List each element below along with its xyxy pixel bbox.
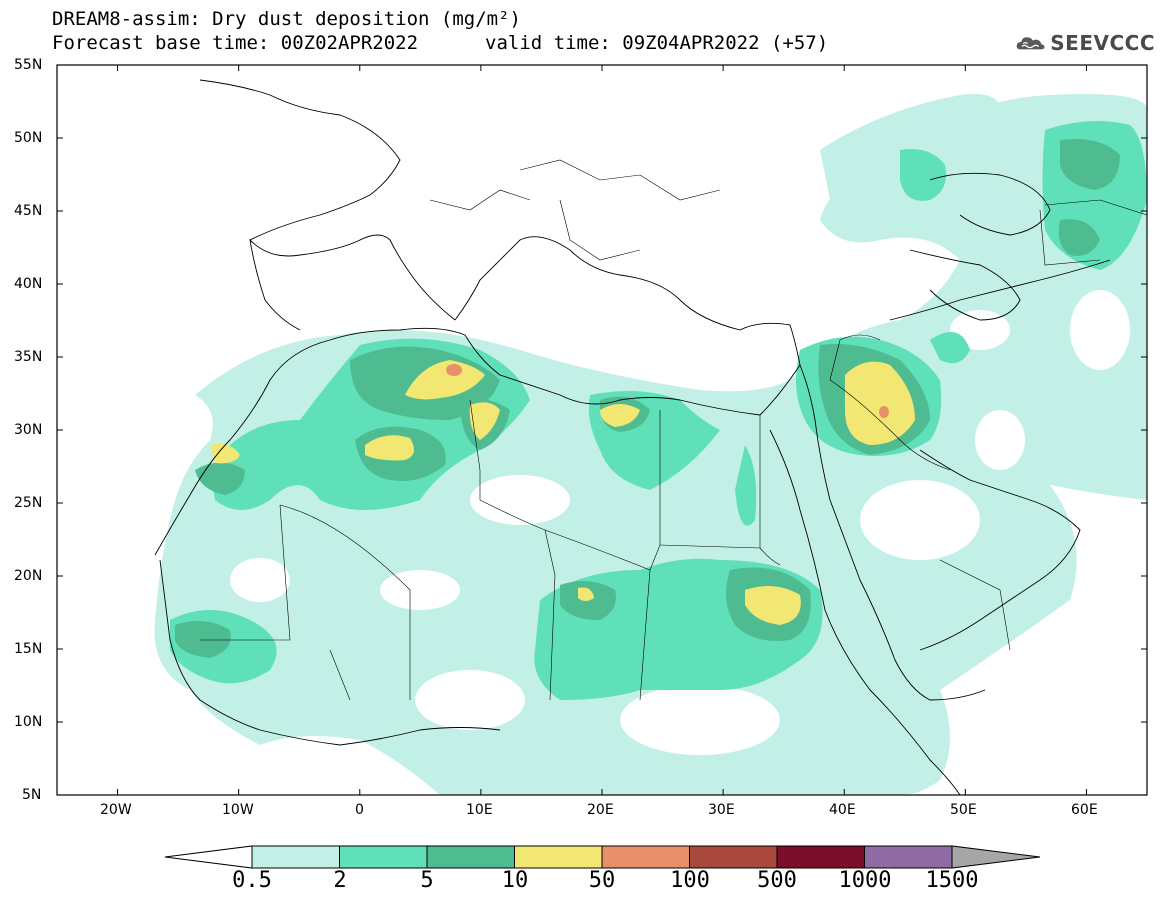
lat-tick-label: 20N <box>14 568 43 584</box>
map-title: DREAM8-assim: Dry dust deposition (mg/m²… <box>52 8 521 30</box>
colorbar-label: 0.5 <box>232 868 272 893</box>
colorbar-over-triangle <box>951 845 1041 869</box>
lat-tick-label: 45N <box>14 203 43 219</box>
colorbar-label: 1500 <box>925 868 979 893</box>
dust-gaps <box>230 290 1130 755</box>
lon-tick-label: 0 <box>355 802 364 818</box>
colorbar-label: 100 <box>670 868 710 893</box>
colorbar-segment <box>514 845 603 869</box>
lat-tick-label: 30N <box>14 422 43 438</box>
lon-tick-label: 20W <box>100 802 132 818</box>
colorbar-segment <box>426 845 515 869</box>
lon-tick-label: 30E <box>708 802 735 818</box>
colorbar-segment <box>339 845 428 869</box>
colorbar-label: 5 <box>420 868 434 893</box>
lat-tick-label: 10N <box>14 714 43 730</box>
axis-ticks <box>57 64 1147 796</box>
lon-tick-label: 50E <box>950 802 977 818</box>
colorbar-segment <box>864 845 953 869</box>
colorbar-label: 50 <box>588 868 616 893</box>
forecast-base-time: Forecast base time: 00Z02APR2022 <box>52 32 419 54</box>
logo-label: SEEVCCC <box>1050 31 1155 55</box>
colorbar-label: 500 <box>757 868 797 893</box>
colorbar <box>164 845 1041 869</box>
valid-time: valid time: 09Z04APR2022 (+57) <box>485 32 829 54</box>
colorbar-label: 2 <box>333 868 347 893</box>
colorbar-under-triangle <box>164 845 253 869</box>
lat-tick-label: 55N <box>14 57 43 73</box>
lon-tick-label: 40E <box>829 802 856 818</box>
lon-tick-label: 60E <box>1071 802 1098 818</box>
country-borders <box>200 159 1147 701</box>
dust-fields <box>154 94 1147 795</box>
lon-tick-label: 10W <box>222 802 254 818</box>
lat-tick-label: 35N <box>14 349 43 365</box>
coastlines <box>154 79 1111 795</box>
lat-tick-label: 25N <box>14 495 43 511</box>
lon-tick-label: 10E <box>466 802 493 818</box>
seevccc-logo: SEEVCCC <box>1015 26 1155 60</box>
cloud-icon <box>1016 37 1045 50</box>
colorbar-label: 1000 <box>838 868 892 893</box>
lat-tick-label: 5N <box>22 787 42 803</box>
lat-tick-label: 40N <box>14 276 43 292</box>
colorbar-label: 10 <box>501 868 529 893</box>
colorbar-segment <box>251 845 340 869</box>
lat-tick-label: 50N <box>14 130 43 146</box>
dust-level-10 <box>210 360 915 625</box>
dust-level-50 <box>446 364 889 418</box>
lat-tick-label: 15N <box>14 641 43 657</box>
colorbar-segment <box>689 845 778 869</box>
colorbar-segment <box>776 845 865 869</box>
colorbar-segment <box>601 845 690 869</box>
lon-tick-label: 20E <box>587 802 614 818</box>
